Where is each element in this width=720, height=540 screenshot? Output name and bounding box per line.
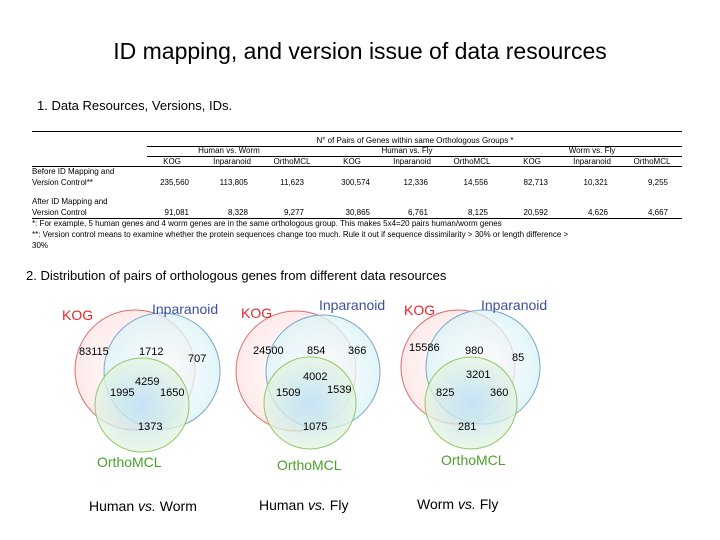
caption-suffix: Worm — [155, 498, 197, 514]
table-row-label: Before ID Mapping and — [32, 167, 115, 176]
venn-label-orthomcl: OrthoMCL — [441, 452, 506, 468]
caption-prefix: Human — [89, 498, 139, 514]
table-rule — [147, 146, 682, 147]
table-cell: 4,626 — [587, 208, 608, 217]
table-cell: 8,125 — [467, 208, 488, 217]
table-row-label: Version Control — [32, 208, 87, 217]
slide-title: ID mapping, and version issue of data re… — [113, 38, 607, 64]
table-rule-top — [32, 131, 682, 132]
table-method-header: Inparanoid — [573, 157, 611, 166]
table-row-label: Version Control** — [32, 178, 93, 187]
table-method-header: KOG — [163, 157, 181, 166]
table-cell: 20,592 — [523, 208, 548, 217]
caption-suffix: Fly — [325, 497, 349, 513]
table-method-header: OrthoMCL — [633, 157, 671, 166]
venn-value-all-three: 4259 — [135, 376, 159, 388]
venn-value-orthomcl-only: 281 — [458, 421, 476, 433]
table-cell: 4,667 — [647, 208, 668, 217]
table-method-header: Inparanoid — [213, 157, 251, 166]
venn-circle-orthomcl — [424, 356, 518, 450]
venn-label-inparanoid: Inparanoid — [481, 297, 547, 313]
venn-label-kog: KOG — [62, 307, 93, 323]
venn-worm-fly: KOG Inparanoid OrthoMCL 15586 980 85 320… — [400, 297, 547, 468]
table-footnote: **: Version control means to examine whe… — [32, 230, 569, 239]
table-header-main: N° of Pairs of Genes within same Ortholo… — [316, 136, 514, 145]
venn-label-kog: KOG — [404, 302, 435, 318]
table-method-header: OrthoMCL — [453, 157, 491, 166]
table-cell: 9,255 — [647, 178, 668, 187]
table-cell: 14,556 — [463, 178, 488, 187]
venn-value-kog-inparanoid: 854 — [307, 345, 325, 357]
table-cell: 6,761 — [407, 208, 428, 217]
section-heading-1: 1. Data Resources, Versions, IDs. — [37, 98, 233, 113]
table-rule — [32, 166, 682, 167]
table-method-header: KOG — [343, 157, 361, 166]
table-cell: 8,328 — [227, 208, 248, 217]
table-group-header: Worm vs. Fly — [568, 146, 616, 155]
venn-value-kog-inparanoid: 1712 — [139, 346, 163, 358]
table-rule — [147, 156, 682, 157]
venn-value-orthomcl-only: 1075 — [303, 421, 327, 433]
venn-value-kog-orthomcl: 825 — [436, 387, 454, 399]
venn-value-kog-only: 83115 — [79, 346, 109, 358]
caption-prefix: Human — [259, 497, 309, 513]
venn-value-inparanoid-only: 85 — [512, 352, 524, 364]
table-cell: 82,713 — [523, 178, 548, 187]
venn-value-kog-inparanoid: 980 — [465, 345, 483, 357]
venn-value-inparanoid-orthomcl: 360 — [490, 387, 508, 399]
table-group-header: Human vs. Fly — [381, 146, 433, 155]
table-cell: 113,805 — [219, 178, 248, 187]
table-cell: 235,560 — [160, 178, 189, 187]
venn-caption-human-worm: Human vs. Worm — [89, 498, 197, 514]
caption-prefix: Worm — [417, 496, 458, 512]
venn-value-inparanoid-only: 707 — [188, 353, 206, 365]
caption-vs: vs. — [308, 497, 326, 513]
table-group-header: Human vs. Worm — [198, 146, 260, 155]
venn-value-all-three: 4002 — [303, 371, 327, 383]
section-heading-2: 2. Distribution of pairs of orthologous … — [26, 268, 447, 283]
table-footnote: *: For example, 5 human genes and 4 worm… — [32, 219, 502, 228]
venn-human-fly: KOG Inparanoid OrthoMCL 24500 854 366 40… — [235, 297, 385, 473]
table-method-header: Inparanoid — [393, 157, 431, 166]
venn-value-kog-only: 15586 — [409, 342, 440, 354]
venn-label-kog: KOG — [241, 305, 272, 321]
venn-value-inparanoid-only: 366 — [348, 345, 366, 357]
caption-vs: vs. — [138, 498, 156, 514]
table-cell: 91,081 — [164, 208, 189, 217]
table-cell: 300,574 — [341, 178, 370, 187]
venn-caption-human-fly: Human vs. Fly — [259, 497, 348, 513]
venn-value-kog-orthomcl: 1509 — [276, 387, 300, 399]
venn-circle-orthomcl — [94, 357, 190, 453]
venn-value-kog-only: 24500 — [253, 345, 284, 357]
table-method-header: OrthoMCL — [273, 157, 311, 166]
venn-value-kog-orthomcl: 1995 — [110, 387, 134, 399]
table-rule — [32, 218, 682, 219]
venn-caption-worm-fly: Worm vs. Fly — [417, 496, 498, 512]
table-cell: 11,623 — [280, 178, 304, 187]
table-cell: 30,865 — [345, 208, 370, 217]
venn-human-worm: KOG Inparanoid OrthoMCL 83115 1712 707 4… — [62, 301, 221, 470]
venn-label-orthomcl: OrthoMCL — [277, 457, 342, 473]
venn-label-orthomcl: OrthoMCL — [97, 454, 162, 470]
table-cell: 10,321 — [583, 178, 608, 187]
venn-label-inparanoid: Inparanoid — [319, 297, 385, 313]
caption-suffix: Fly — [475, 496, 499, 512]
venn-label-inparanoid: Inparanoid — [152, 301, 218, 317]
table-cell: 12,336 — [403, 178, 428, 187]
table-cell: 9,277 — [283, 208, 304, 217]
table-row-label: After ID Mapping and — [32, 197, 108, 206]
table-footnote: 30% — [32, 241, 49, 250]
venn-circle-orthomcl — [263, 356, 357, 450]
venn-value-orthomcl-only: 1373 — [138, 421, 162, 433]
table-method-header: KOG — [523, 157, 541, 166]
venn-value-all-three: 3201 — [466, 369, 490, 381]
caption-vs: vs. — [457, 496, 476, 512]
venn-value-inparanoid-orthomcl: 1650 — [160, 387, 184, 399]
venn-value-inparanoid-orthomcl: 1539 — [327, 384, 351, 396]
